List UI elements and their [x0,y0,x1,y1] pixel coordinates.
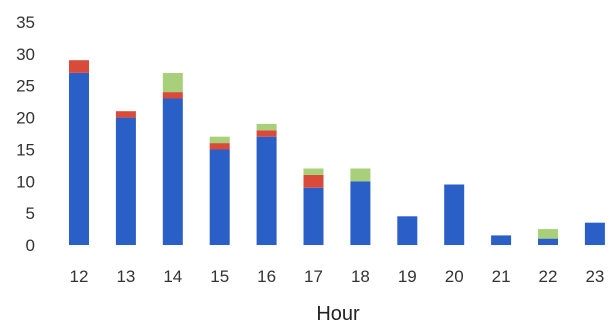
bar-segment-19-s1 [397,216,418,245]
y-tick-label: 35 [16,13,35,32]
bar-segment-13-s1 [115,117,136,245]
x-tick-label: 14 [163,267,182,286]
y-tick-label: 25 [16,77,35,96]
bar-segment-15-s1 [209,149,230,245]
bar-segment-22-s3 [538,229,558,239]
x-tick-label: 16 [257,267,276,286]
bar-segment-14-s3 [162,73,183,93]
x-tick-label: 20 [445,267,464,286]
bar-segment-18-s3 [350,168,371,182]
y-tick-label: 10 [16,172,35,191]
y-axis-ticks: 0 5 10 15 20 25 30 35 [16,13,35,255]
bar-segment-22-s1 [538,238,558,245]
bars [69,60,605,245]
x-tick-label: 21 [492,267,511,286]
bar-segment-15-s3 [209,136,230,144]
x-tick-label: 15 [210,267,229,286]
x-tick-label: 13 [116,267,135,286]
y-tick-label: 30 [16,45,35,64]
x-tick-label: 18 [351,267,370,286]
bar-segment-12-s1 [69,73,89,245]
bar-segment-23-s1 [584,222,605,245]
x-tick-label: 23 [585,267,604,286]
bar-segment-13-s2 [115,111,136,118]
y-tick-label: 20 [16,109,35,128]
x-tick-label: 19 [398,267,417,286]
bar-segment-17-s2 [303,174,324,188]
bar-segment-16-s3 [256,123,277,131]
bar-segment-16-s2 [256,130,277,137]
bar-segment-20-s1 [444,184,465,245]
bar-segment-14-s1 [162,98,183,245]
bar-segment-17-s1 [303,187,324,245]
bar-segment-21-s1 [491,235,512,245]
x-axis-title: Hour [316,303,360,324]
y-tick-label: 0 [26,236,35,255]
x-axis-ticks: 12 13 14 15 16 17 18 19 20 21 22 23 [70,267,605,286]
x-tick-label: 22 [539,267,558,286]
bar-segment-18-s1 [350,181,371,245]
x-tick-label: 12 [70,267,89,286]
bar-segment-16-s1 [256,136,277,245]
y-tick-label: 5 [26,204,35,223]
bar-segment-14-s2 [162,92,183,99]
x-tick-label: 17 [304,267,323,286]
bar-segment-15-s2 [209,143,230,150]
bar-segment-12-s2 [69,60,89,73]
bar-segment-17-s3 [303,168,324,175]
y-tick-label: 15 [16,140,35,159]
